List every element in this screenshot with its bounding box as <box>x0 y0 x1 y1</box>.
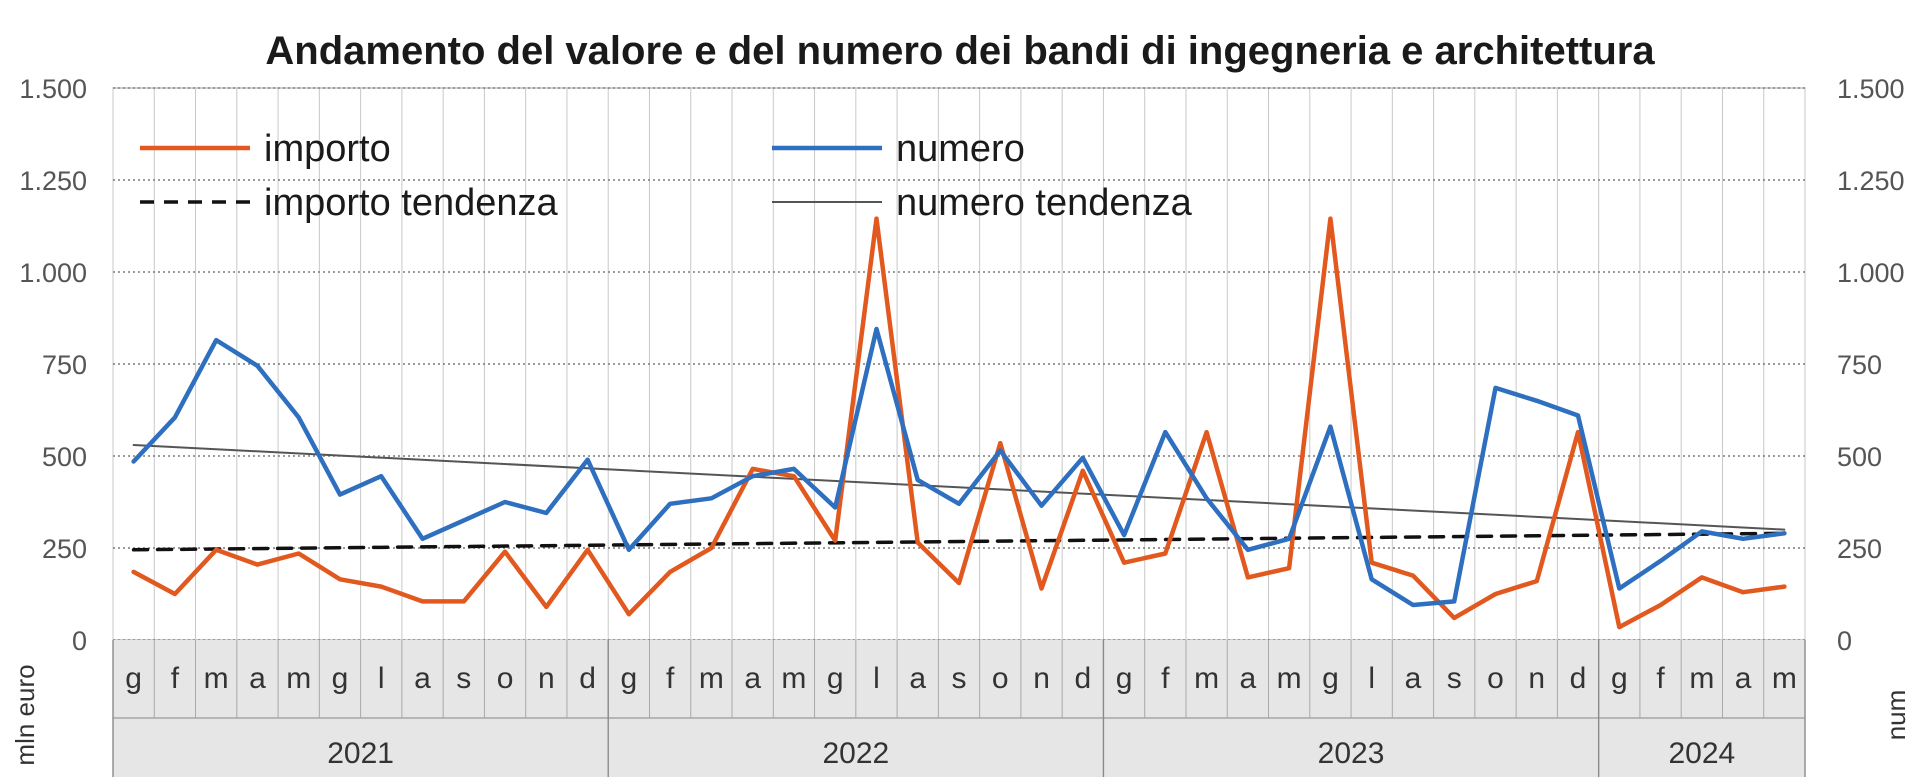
month-tick-label: m <box>699 662 724 695</box>
month-tick-label: l <box>873 662 880 695</box>
month-tick-label: m <box>1772 662 1797 695</box>
month-tick-label: g <box>332 662 349 695</box>
month-tick-label: g <box>827 662 844 695</box>
month-tick-label: m <box>204 662 229 695</box>
month-tick-label: l <box>1368 662 1375 695</box>
month-tick-label: m <box>286 662 311 695</box>
right-tick-label: 750 <box>1837 350 1882 380</box>
month-tick-label: o <box>497 662 514 695</box>
left-tick-label: 1.250 <box>19 166 87 196</box>
chart-title: Andamento del valore e del numero dei ba… <box>265 29 1655 73</box>
month-tick-label: g <box>1322 662 1339 695</box>
series-line-importo <box>131 216 1787 630</box>
grid <box>112 87 1806 641</box>
month-tick-label: a <box>1405 662 1422 695</box>
month-tick-label: d <box>579 662 596 695</box>
month-tick-label: a <box>249 662 266 695</box>
month-tick-label: o <box>992 662 1009 695</box>
month-tick-label: g <box>125 662 142 695</box>
month-tick-label: l <box>378 662 385 695</box>
month-tick-label: m <box>1277 662 1302 695</box>
month-tick-label: d <box>1074 662 1091 695</box>
month-tick-label: g <box>1116 662 1133 695</box>
month-tick-label: a <box>909 662 926 695</box>
month-tick-label: f <box>171 662 180 695</box>
month-tick-label: a <box>744 662 761 695</box>
month-tick-label: f <box>1161 662 1170 695</box>
left-tick-label: 1.500 <box>19 74 87 104</box>
year-tick-label: 2021 <box>327 737 394 770</box>
right-tick-label: 500 <box>1837 442 1882 472</box>
month-tick-label: g <box>621 662 638 695</box>
month-tick-label: d <box>1570 662 1587 695</box>
month-tick-label: o <box>1487 662 1504 695</box>
right-tick-label: 1.000 <box>1837 258 1905 288</box>
month-tick-label: f <box>1656 662 1665 695</box>
month-tick-label: s <box>952 662 967 695</box>
month-tick-label: n <box>1528 662 1545 695</box>
legend-label: numero tendenza <box>896 182 1193 224</box>
series-line-importo-tendenza <box>131 531 1787 552</box>
legend-label: importo <box>264 128 391 170</box>
series-line-numero-tendenza <box>132 444 1786 531</box>
month-tick-label: m <box>781 662 806 695</box>
left-axis-unit: mln euro <box>10 664 40 765</box>
right-axis-unit: num <box>1881 690 1911 741</box>
month-tick-label: n <box>1033 662 1050 695</box>
year-tick-label: 2022 <box>822 737 889 770</box>
left-tick-label: 250 <box>42 534 87 564</box>
month-tick-label: f <box>666 662 675 695</box>
right-tick-label: 250 <box>1837 534 1882 564</box>
legend: importo numero importo tendenza numero tend… <box>140 128 1193 224</box>
right-tick-label: 1.250 <box>1837 166 1905 196</box>
legend-label: numero <box>896 128 1025 170</box>
left-tick-label: 1.000 <box>19 258 87 288</box>
month-tick-label: s <box>1447 662 1462 695</box>
series-line-numero <box>131 326 1787 608</box>
month-tick-label: s <box>456 662 471 695</box>
month-tick-label: a <box>1240 662 1257 695</box>
month-tick-label: a <box>1735 662 1752 695</box>
left-tick-label: 0 <box>72 626 87 656</box>
year-tick-label: 2024 <box>1668 737 1735 770</box>
month-tick-label: m <box>1194 662 1219 695</box>
month-tick-label: m <box>1689 662 1714 695</box>
left-tick-label: 500 <box>42 442 87 472</box>
month-tick-label: n <box>538 662 555 695</box>
x-axis-band <box>113 640 1805 777</box>
year-tick-label: 2023 <box>1318 737 1385 770</box>
axis-tick-labels: 0 0 250 250 500 500 750 750 1.000 1.000 1.250 1.250… <box>19 74 1904 656</box>
legend-label: importo tendenza <box>264 182 558 224</box>
right-tick-label: 0 <box>1837 626 1852 656</box>
right-tick-label: 1.500 <box>1837 74 1905 104</box>
month-tick-label: g <box>1611 662 1628 695</box>
series-lines <box>131 216 1787 630</box>
left-tick-label: 750 <box>42 350 87 380</box>
month-tick-label: a <box>414 662 431 695</box>
